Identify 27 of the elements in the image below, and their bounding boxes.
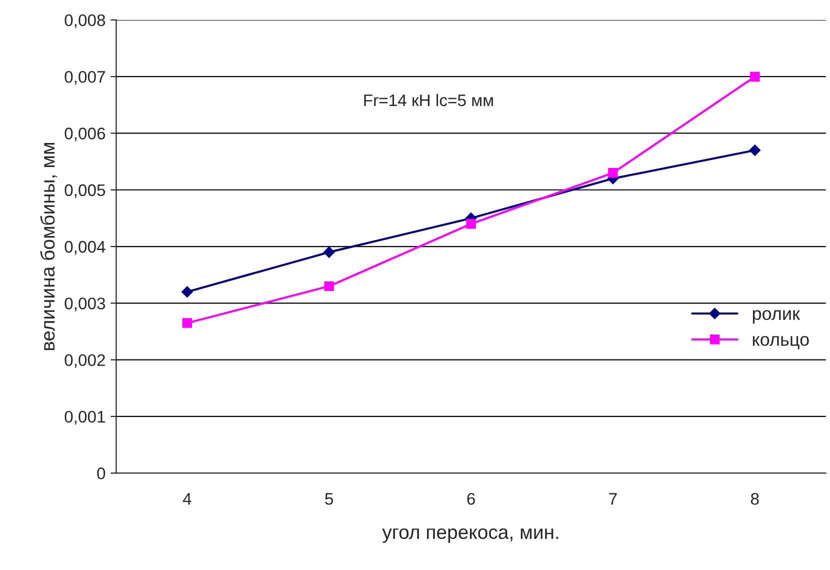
point <box>750 72 760 82</box>
y-tick-label: 0,006 <box>64 128 106 142</box>
y-tick-label: 0,008 <box>64 14 106 28</box>
point <box>182 318 192 328</box>
point <box>323 246 335 258</box>
y-tick-label: 0 <box>97 468 106 480</box>
x-tick-label: 7 <box>609 493 617 505</box>
x-tick-label: 8 <box>750 492 759 505</box>
point <box>749 144 760 156</box>
annotation: Fr=14 кН lc=5 мм <box>364 94 493 106</box>
x-tick-label: 4 <box>182 493 192 505</box>
y-tick-label: 0,002 <box>64 354 105 368</box>
y-tick-label: 0,001 <box>64 410 105 425</box>
x-axis-title: угол перекоса, мин. <box>382 528 558 543</box>
point <box>608 168 618 178</box>
point <box>466 219 476 229</box>
legend-label: ролик <box>752 310 800 324</box>
y-tick-label: 0,003 <box>64 298 106 312</box>
legend-label: кольцо <box>752 336 809 350</box>
point <box>324 281 334 292</box>
point <box>182 286 193 298</box>
y-tick-label: 0,007 <box>64 70 105 85</box>
x-tick-label: 5 <box>325 493 334 505</box>
x-tick-label: 6 <box>467 492 475 505</box>
y-tick-label: 0,005 <box>64 184 106 198</box>
y-axis-title: величина бомбины, мм <box>40 142 57 350</box>
y-tick-label: 0,004 <box>64 240 106 255</box>
